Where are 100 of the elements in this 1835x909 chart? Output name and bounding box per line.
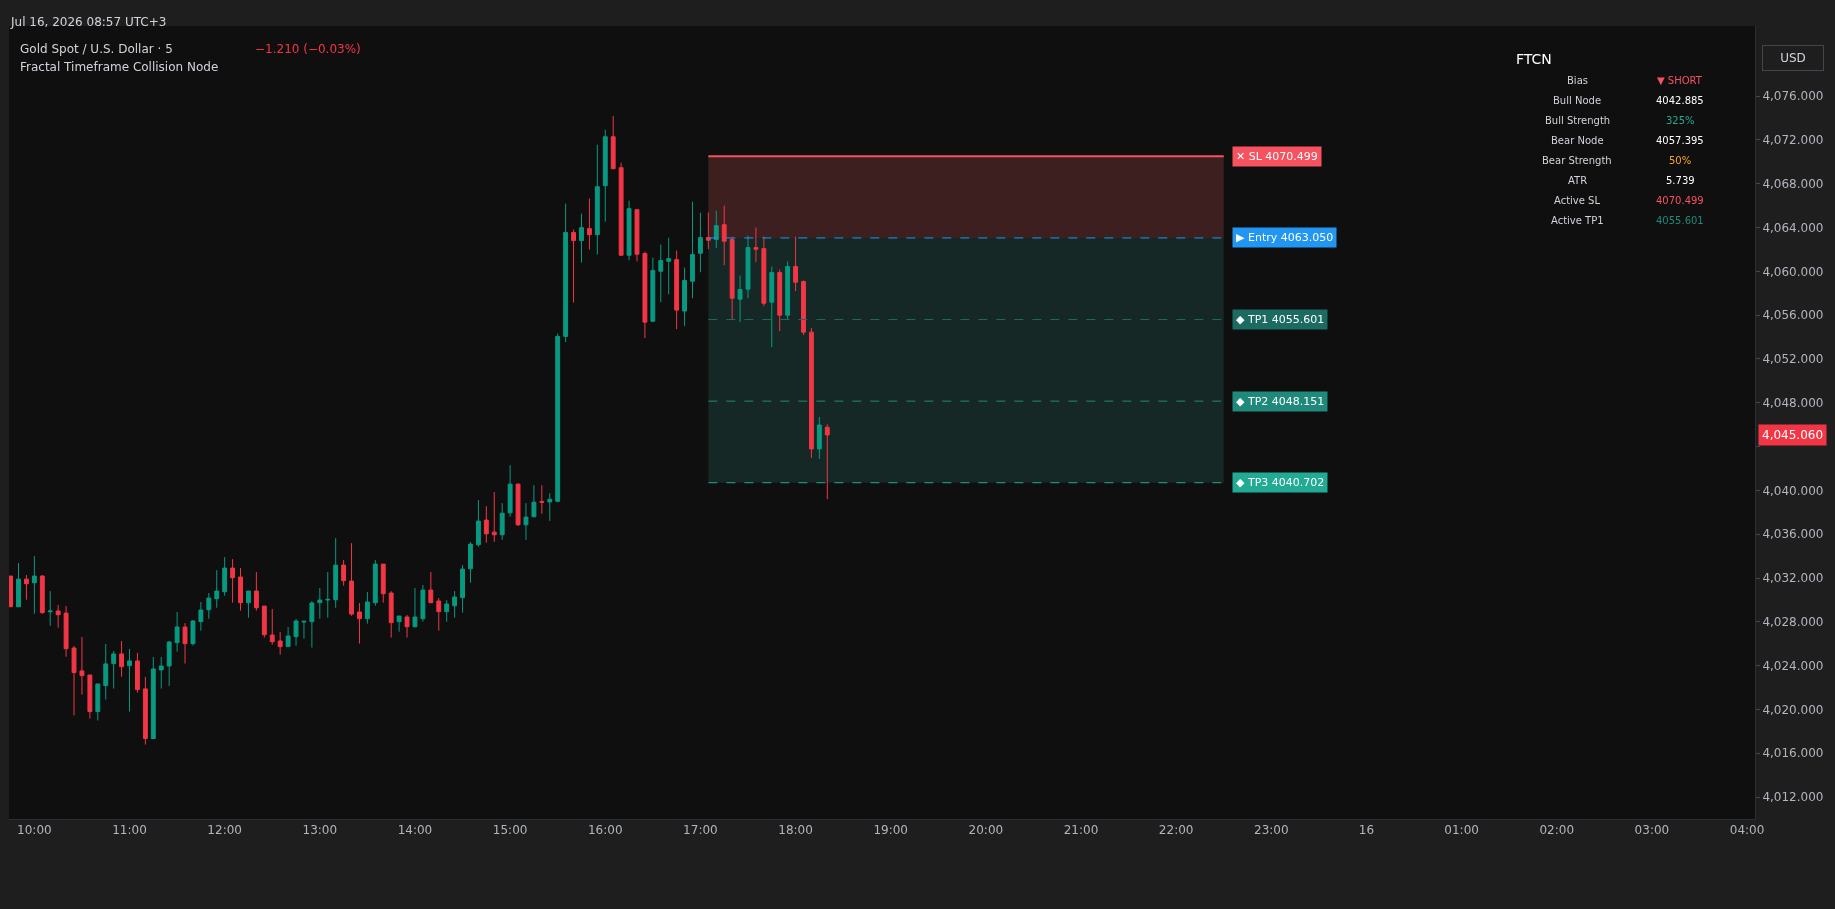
- x-tick-label: 04:00: [1729, 823, 1765, 838]
- candlestick: [824, 423, 830, 500]
- x-tick-label: 03:00: [1634, 823, 1670, 838]
- y-tick-label: 4,016.000: [1762, 746, 1824, 761]
- candlestick: [475, 499, 481, 548]
- candlestick: [198, 601, 204, 632]
- candlestick: [24, 574, 29, 601]
- candlestick: [246, 590, 251, 619]
- candlestick: [705, 212, 711, 250]
- candlestick: [729, 236, 735, 321]
- candlestick: [293, 618, 299, 647]
- candlestick: [468, 541, 473, 584]
- candlestick: [808, 327, 814, 459]
- candlestick: [523, 502, 529, 541]
- candlestick: [182, 622, 188, 665]
- candlestick: [325, 571, 331, 619]
- candlestick: [460, 564, 465, 614]
- text: Gold Spot / U.S. Dollar · 5: [20, 42, 173, 56]
- candlestick: [261, 605, 267, 639]
- x-tick-label: 16:00: [587, 823, 623, 838]
- x-tick-label: 20:00: [968, 823, 1004, 838]
- y-tick-label: 4,040.000: [1762, 483, 1824, 498]
- annotation: −1.210 (−0.03%): [255, 42, 361, 56]
- candlestick: [396, 615, 402, 633]
- x-tick-label: 18:00: [778, 823, 813, 838]
- candlestick: [301, 620, 307, 640]
- text: Fractal Timeframe Collision Node: [20, 60, 219, 74]
- candlestick: [127, 648, 132, 713]
- candlestick: [277, 631, 283, 656]
- candlestick: [404, 614, 410, 639]
- annotation: FTCN: [1516, 51, 1552, 67]
- candlestick: [602, 129, 608, 223]
- candlestick: [103, 643, 109, 701]
- x-tick-label: 22:00: [1158, 823, 1194, 838]
- candlestick: [190, 619, 196, 647]
- candlestick: [135, 652, 140, 694]
- candlestick: [206, 592, 212, 620]
- candlestick: [483, 505, 489, 544]
- candlestick: [642, 251, 648, 339]
- y-tick-label: 4,076.000: [1762, 89, 1824, 104]
- candlestick: [16, 562, 21, 608]
- candlestick: [238, 567, 243, 612]
- candlestick: [150, 656, 156, 739]
- candlestick: [594, 144, 600, 256]
- candlestick: [388, 590, 394, 639]
- x-tick-label: 16: [1358, 823, 1375, 838]
- annotation: 4070.499: [1656, 195, 1704, 206]
- candlestick: [71, 645, 77, 716]
- candlestick: [79, 636, 85, 696]
- x-tick-label: 17:00: [683, 823, 718, 838]
- annotation: ATR: [1568, 175, 1588, 186]
- y-tick-label: 4,048.000: [1762, 395, 1824, 410]
- candlestick: [674, 250, 680, 330]
- candlestick: [174, 611, 180, 653]
- y-tick-label: 4,064.000: [1762, 220, 1824, 235]
- y-tick-label: 4,028.000: [1762, 615, 1824, 630]
- candlestick: [531, 484, 537, 518]
- candlestick: [682, 267, 688, 327]
- text: USD: [1780, 51, 1806, 65]
- y-tick-label: 4,012.000: [1762, 790, 1824, 805]
- y-tick-label: 4,072.000: [1762, 133, 1824, 148]
- candlestick: [269, 608, 275, 646]
- candlestick: [444, 599, 450, 623]
- candlestick: [436, 597, 442, 632]
- candlestick: [515, 482, 521, 527]
- candlestick: [769, 266, 775, 348]
- candlestick: [785, 261, 791, 321]
- candlestick: [658, 244, 664, 303]
- candlestick: [555, 332, 561, 503]
- annotation: ▼ SHORT: [1657, 75, 1703, 86]
- candlestick: [230, 558, 236, 604]
- candlestick: [9, 575, 14, 608]
- candlestick: [428, 571, 434, 604]
- annotation: Bull Strength: [1545, 115, 1611, 126]
- candlestick: [499, 502, 505, 541]
- candlestick: [571, 229, 576, 304]
- candlestick: [634, 209, 640, 262]
- candlestick: [317, 587, 323, 620]
- candlestick: [721, 205, 727, 266]
- candlestick: [95, 683, 101, 722]
- candlestick: [690, 201, 695, 299]
- x-tick-label: 15:00: [492, 823, 528, 838]
- candlestick: [364, 591, 370, 625]
- x-tick-label: 10:00: [17, 823, 52, 838]
- annotation: 4055.601: [1656, 215, 1704, 226]
- x-tick-label: 02:00: [1539, 823, 1575, 838]
- candlestick: [666, 237, 672, 295]
- candlestick: [142, 676, 148, 746]
- candlestick: [539, 484, 545, 515]
- candlestick: [341, 559, 347, 587]
- candlestick: [412, 587, 418, 629]
- candlestick: [816, 416, 822, 460]
- candlestick: [452, 590, 458, 619]
- ref-line-label: ◆ TP1 4055.601: [1236, 313, 1325, 326]
- annotation: 4042.885: [1656, 95, 1704, 106]
- ref-line-label: ◆ TP3 4040.702: [1236, 476, 1325, 489]
- candlestick: [618, 162, 624, 256]
- x-tick-label: 21:00: [1063, 823, 1099, 838]
- candlestick: [214, 569, 220, 609]
- text: 4,045.060: [1762, 428, 1824, 442]
